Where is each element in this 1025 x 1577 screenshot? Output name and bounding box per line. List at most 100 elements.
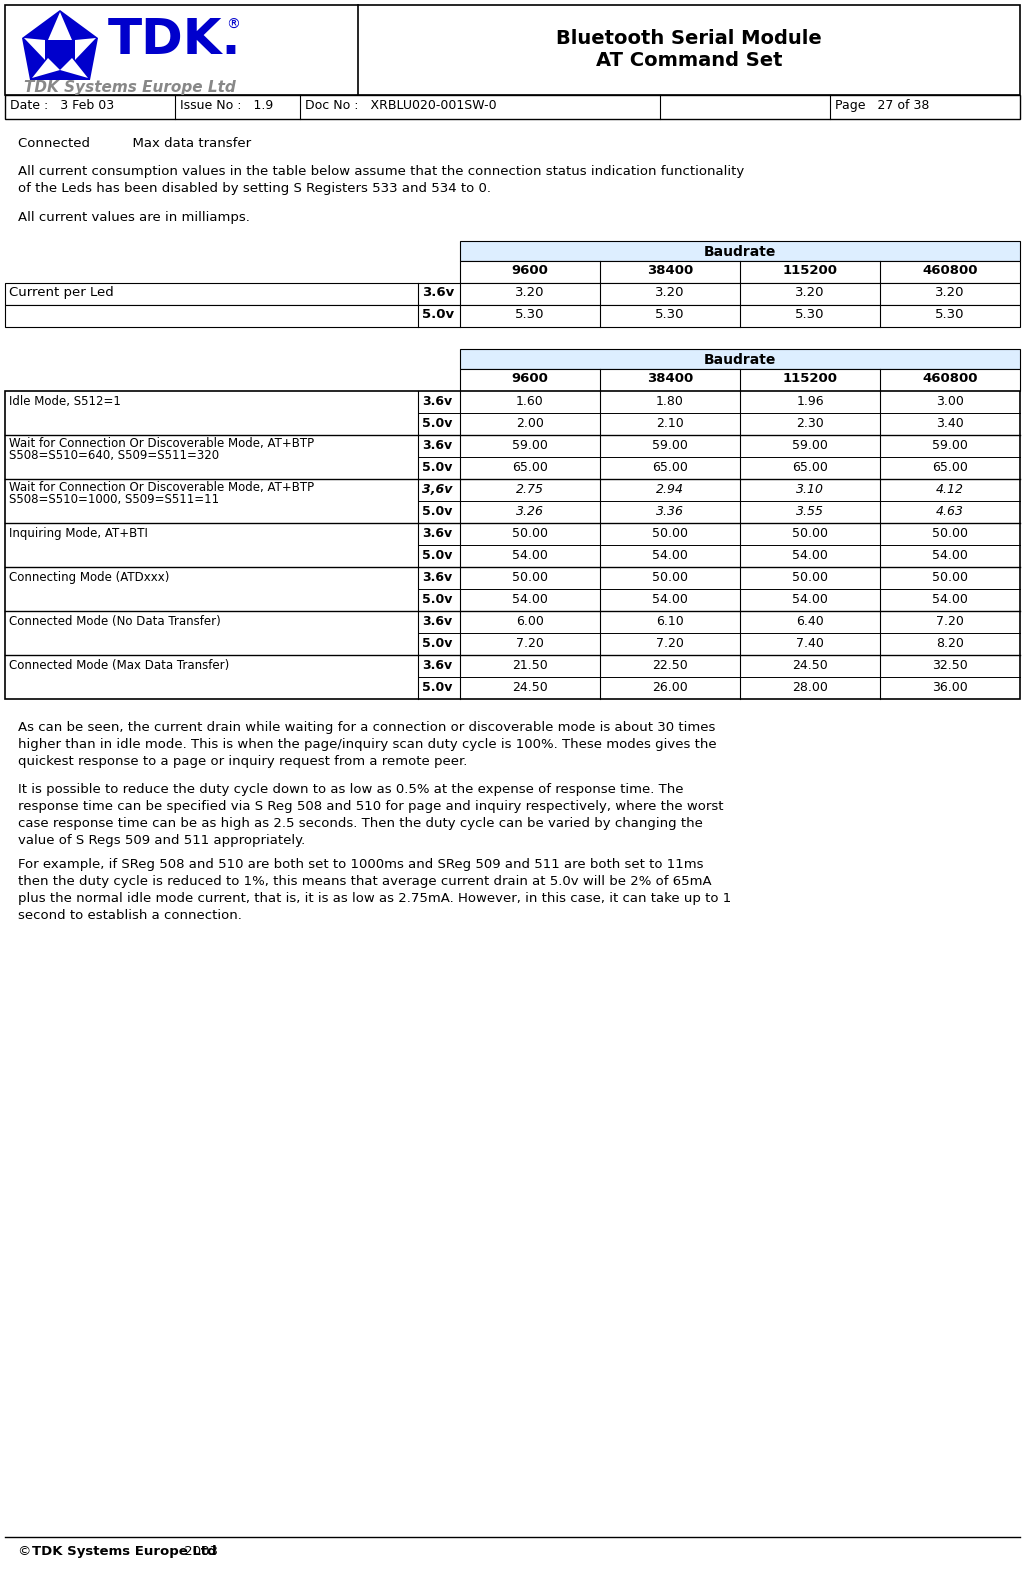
Text: 3.6v: 3.6v bbox=[422, 438, 452, 453]
Text: 5.0v: 5.0v bbox=[422, 460, 452, 475]
Text: 5.30: 5.30 bbox=[516, 308, 544, 322]
Text: 65.00: 65.00 bbox=[512, 460, 548, 475]
Text: ©: © bbox=[18, 1545, 36, 1558]
Polygon shape bbox=[24, 38, 45, 60]
Text: 22.50: 22.50 bbox=[652, 659, 688, 672]
Text: AT Command Set: AT Command Set bbox=[596, 50, 782, 69]
Text: Connected Mode (No Data Transfer): Connected Mode (No Data Transfer) bbox=[9, 615, 220, 628]
Text: 3.20: 3.20 bbox=[516, 285, 544, 300]
Text: 24.50: 24.50 bbox=[512, 681, 548, 694]
Text: 4.12: 4.12 bbox=[936, 483, 964, 497]
Text: Doc No :   XRBLU020-001SW-0: Doc No : XRBLU020-001SW-0 bbox=[305, 99, 497, 112]
Text: 5.0v: 5.0v bbox=[422, 308, 454, 322]
Text: 54.00: 54.00 bbox=[932, 549, 968, 561]
Text: 54.00: 54.00 bbox=[932, 593, 968, 606]
Text: Wait for Connection Or Discoverable Mode, AT+BTP: Wait for Connection Or Discoverable Mode… bbox=[9, 481, 314, 494]
Text: 26.00: 26.00 bbox=[652, 681, 688, 694]
Polygon shape bbox=[75, 38, 96, 60]
Text: 9600: 9600 bbox=[511, 372, 548, 385]
Text: 50.00: 50.00 bbox=[792, 527, 828, 539]
Text: Idle Mode, S512=1: Idle Mode, S512=1 bbox=[9, 394, 121, 408]
Text: 50.00: 50.00 bbox=[932, 527, 968, 539]
Text: Issue No :   1.9: Issue No : 1.9 bbox=[180, 99, 274, 112]
Text: 7.20: 7.20 bbox=[936, 615, 964, 628]
Text: 8.20: 8.20 bbox=[936, 637, 964, 650]
Text: 1.96: 1.96 bbox=[796, 394, 824, 408]
Text: Connected          Max data transfer: Connected Max data transfer bbox=[18, 137, 251, 150]
Text: 3.20: 3.20 bbox=[935, 285, 965, 300]
Bar bbox=[5, 5, 1020, 95]
Text: 7.20: 7.20 bbox=[516, 637, 544, 650]
Text: 59.00: 59.00 bbox=[512, 438, 548, 453]
Text: 3.10: 3.10 bbox=[796, 483, 824, 497]
Text: Inquiring Mode, AT+BTI: Inquiring Mode, AT+BTI bbox=[9, 527, 148, 539]
Text: 54.00: 54.00 bbox=[792, 549, 828, 561]
Bar bbox=[460, 262, 1020, 282]
Text: 59.00: 59.00 bbox=[652, 438, 688, 453]
Text: 5.0v: 5.0v bbox=[422, 505, 452, 517]
Text: 3.20: 3.20 bbox=[795, 285, 825, 300]
Text: 50.00: 50.00 bbox=[792, 571, 828, 583]
Text: 9600: 9600 bbox=[511, 263, 548, 278]
Text: 54.00: 54.00 bbox=[652, 549, 688, 561]
Text: 3.20: 3.20 bbox=[655, 285, 685, 300]
Bar bbox=[5, 282, 1020, 304]
Bar bbox=[460, 349, 1020, 369]
Text: 65.00: 65.00 bbox=[792, 460, 828, 475]
Text: 3.40: 3.40 bbox=[936, 416, 964, 431]
Text: 59.00: 59.00 bbox=[792, 438, 828, 453]
Text: 3.36: 3.36 bbox=[656, 505, 684, 517]
Text: 5.30: 5.30 bbox=[795, 308, 825, 322]
Text: 5.0v: 5.0v bbox=[422, 593, 452, 606]
Text: 7.20: 7.20 bbox=[656, 637, 684, 650]
Text: 5.0v: 5.0v bbox=[422, 637, 452, 650]
Text: 5.0v: 5.0v bbox=[422, 416, 452, 431]
Text: TDK.: TDK. bbox=[108, 16, 242, 65]
Bar bbox=[5, 391, 1020, 699]
Text: 54.00: 54.00 bbox=[512, 549, 548, 561]
Bar bbox=[460, 241, 1020, 262]
Bar bbox=[5, 95, 1020, 118]
Text: 50.00: 50.00 bbox=[652, 527, 688, 539]
Text: Baudrate: Baudrate bbox=[704, 244, 776, 259]
Polygon shape bbox=[48, 13, 72, 39]
Text: 3.6v: 3.6v bbox=[422, 571, 452, 583]
Text: 54.00: 54.00 bbox=[792, 593, 828, 606]
Text: Page   27 of 38: Page 27 of 38 bbox=[835, 99, 930, 112]
Text: 3,6v: 3,6v bbox=[422, 483, 452, 497]
Text: S508=S510=1000, S509=S511=11: S508=S510=1000, S509=S511=11 bbox=[9, 494, 219, 506]
Text: ®: ® bbox=[226, 17, 240, 32]
Text: 50.00: 50.00 bbox=[652, 571, 688, 583]
Text: As can be seen, the current drain while waiting for a connection or discoverable: As can be seen, the current drain while … bbox=[18, 721, 716, 768]
Text: 2003: 2003 bbox=[180, 1545, 218, 1558]
Text: 3.6v: 3.6v bbox=[422, 394, 452, 408]
Text: 460800: 460800 bbox=[922, 372, 978, 385]
Text: Date :   3 Feb 03: Date : 3 Feb 03 bbox=[10, 99, 114, 112]
Text: 6.10: 6.10 bbox=[656, 615, 684, 628]
Text: All current values are in milliamps.: All current values are in milliamps. bbox=[18, 211, 250, 224]
Text: 115200: 115200 bbox=[782, 372, 837, 385]
Text: 3.6v: 3.6v bbox=[422, 659, 452, 672]
Text: 2.94: 2.94 bbox=[656, 483, 684, 497]
Text: 3.6v: 3.6v bbox=[422, 527, 452, 539]
Text: 3.6v: 3.6v bbox=[422, 285, 454, 300]
Text: 2.30: 2.30 bbox=[796, 416, 824, 431]
Bar bbox=[5, 304, 1020, 326]
Text: 54.00: 54.00 bbox=[512, 593, 548, 606]
Text: 460800: 460800 bbox=[922, 263, 978, 278]
Text: 21.50: 21.50 bbox=[512, 659, 548, 672]
Text: It is possible to reduce the duty cycle down to as low as 0.5% at the expense of: It is possible to reduce the duty cycle … bbox=[18, 784, 724, 847]
Text: 50.00: 50.00 bbox=[512, 571, 548, 583]
Text: 54.00: 54.00 bbox=[652, 593, 688, 606]
Text: 5.30: 5.30 bbox=[655, 308, 685, 322]
Text: 2.75: 2.75 bbox=[516, 483, 544, 497]
Text: 5.30: 5.30 bbox=[935, 308, 965, 322]
Text: 3.00: 3.00 bbox=[936, 394, 964, 408]
Text: 1.80: 1.80 bbox=[656, 394, 684, 408]
Text: Wait for Connection Or Discoverable Mode, AT+BTP: Wait for Connection Or Discoverable Mode… bbox=[9, 437, 314, 449]
Text: 115200: 115200 bbox=[782, 263, 837, 278]
Text: Current per Led: Current per Led bbox=[9, 285, 114, 300]
Text: 59.00: 59.00 bbox=[932, 438, 968, 453]
Text: Baudrate: Baudrate bbox=[704, 353, 776, 367]
Polygon shape bbox=[32, 58, 60, 77]
